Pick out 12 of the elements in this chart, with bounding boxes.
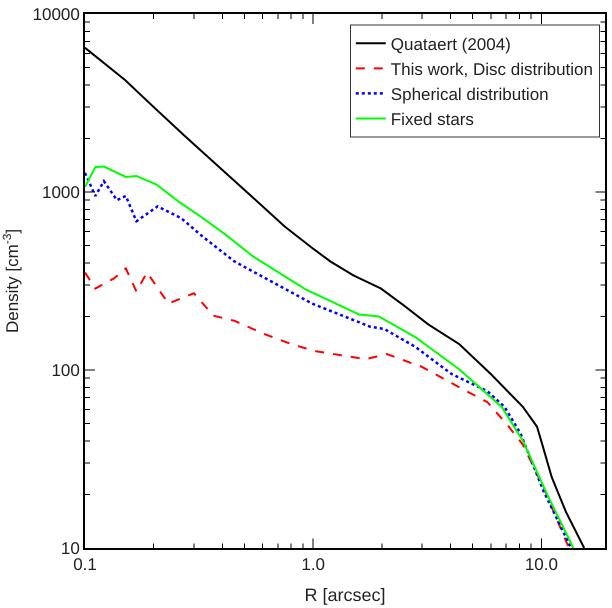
x-tick-label: 0.1 — [73, 555, 97, 574]
y-tick-label: 10 — [60, 538, 80, 558]
legend-label: Fixed stars — [390, 110, 474, 130]
y-tick-label: 100 — [51, 360, 80, 380]
legend-label: Spherical distribution — [390, 85, 549, 104]
y-tick-label: 10000 — [32, 4, 80, 24]
legend-label: Quataert (2004) — [390, 34, 511, 54]
legend-label: This work, Disc distribution — [390, 60, 593, 79]
x-tick-label: 1.0 — [301, 555, 326, 574]
x-axis-title: R [arcsec] — [304, 584, 386, 605]
y-tick-label: 1000 — [42, 182, 80, 202]
x-tick-label: 10.0 — [524, 555, 558, 574]
